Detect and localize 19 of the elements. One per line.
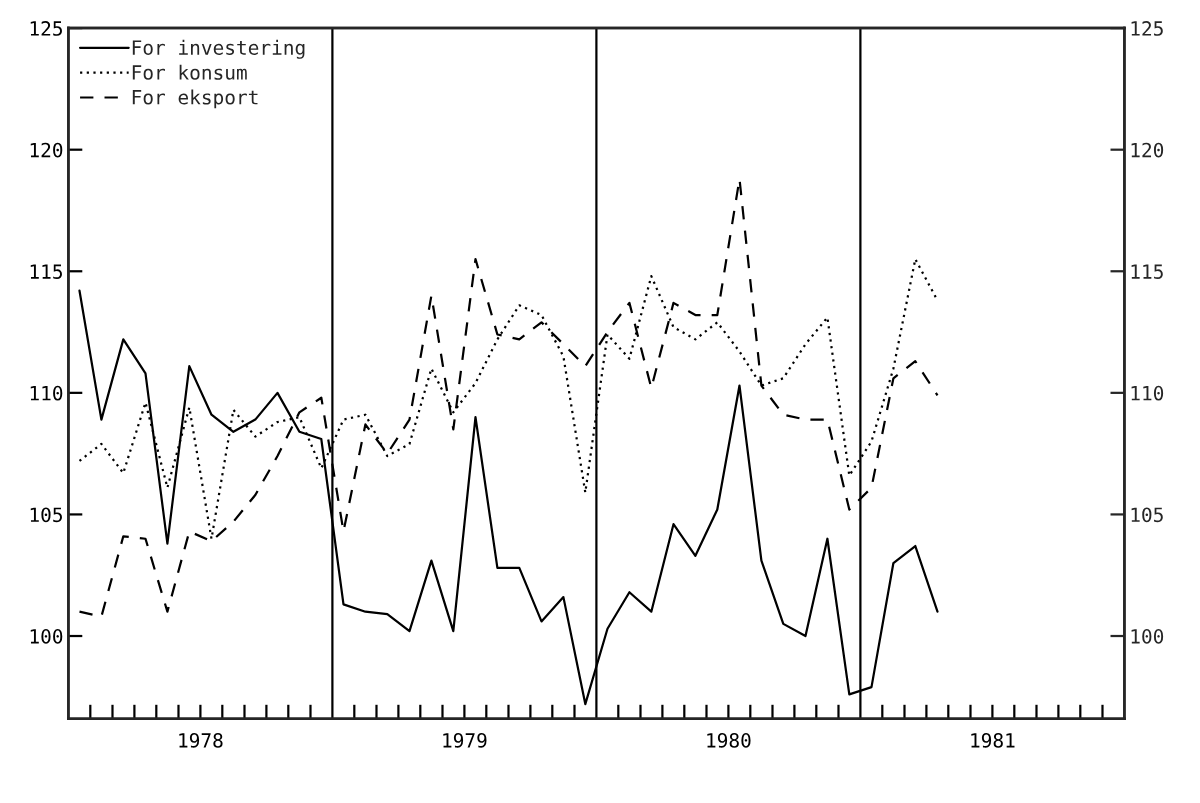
y-tick-label: 120 <box>30 142 63 158</box>
legend-label: For eksport <box>132 89 258 109</box>
x-tick-label: 1981 <box>971 733 1015 748</box>
y2-tick-label: 125 <box>1131 21 1163 36</box>
y-tick-label: 125 <box>30 21 62 36</box>
y2-tick-label: 105 <box>1131 507 1163 523</box>
y2-tick-label: 100 <box>1131 629 1164 644</box>
legend-label: For konsum <box>132 64 247 80</box>
y-tick-label: 105 <box>30 507 62 523</box>
y-tick-label: 100 <box>30 629 63 644</box>
y2-tick-label: 120 <box>1131 142 1164 158</box>
x-tick-label: 1978 <box>179 733 223 748</box>
x-tick-label: 1980 <box>707 733 751 748</box>
legend-label: For investering <box>132 39 305 59</box>
y2-tick-label: 115 <box>1131 264 1163 279</box>
x-tick-label: 1979 <box>443 733 487 748</box>
y-tick-label: 110 <box>30 385 63 401</box>
y2-tick-label: 110 <box>1131 385 1164 401</box>
y-tick-label: 115 <box>30 264 62 279</box>
